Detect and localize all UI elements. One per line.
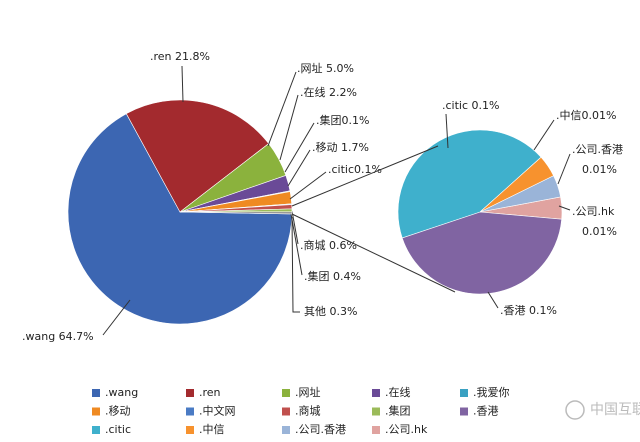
data-label: .ren 21.8%: [150, 50, 210, 63]
legend-label: .ren: [199, 386, 221, 399]
pie-slice: [397, 129, 542, 239]
data-label: .商城 0.6%: [300, 238, 357, 252]
legend-label: .在线: [385, 385, 411, 399]
pie-slice: [401, 211, 563, 295]
data-label: .在线 2.2%: [300, 85, 357, 99]
legend-label: .公司.香港: [295, 423, 346, 436]
legend-swatch: [460, 389, 468, 397]
pie-slice: [479, 175, 561, 213]
data-label: .移动 1.7%: [312, 141, 369, 154]
legend-swatch: [282, 389, 290, 397]
legend-swatch: [186, 426, 194, 434]
data-label: .wang 64.7%: [22, 330, 94, 343]
legend-label: .网址: [295, 385, 321, 399]
data-label: .集团 0.4%: [304, 269, 361, 283]
leader-line: [279, 94, 299, 161]
legend-swatch: [372, 426, 380, 434]
legend: .wang .ren .网址 .在线 .我爱你 .移动 .中文网 .商城 .集团 .香港 .citi…: [92, 385, 510, 436]
main-pie: .wang 64.7% .ren 21.8% .网址 5.0% .在线 2.2% .集团…: [22, 50, 382, 343]
legend-label: .公司.hk: [385, 423, 428, 436]
data-label: .公司.香港: [572, 143, 623, 156]
legend-swatch: [186, 407, 194, 416]
legend-label: .中信: [199, 423, 225, 436]
leader-line: [289, 171, 327, 200]
data-label: .公司.hk: [572, 205, 615, 218]
legend-swatch: [92, 389, 100, 397]
data-label: .citic 0.1%: [442, 99, 499, 112]
leader-line: [291, 210, 299, 245]
leader-line: [557, 153, 571, 185]
legend-label: .香港: [473, 405, 499, 418]
legend-swatch: [372, 389, 380, 397]
legend-label: .citic: [105, 423, 131, 436]
pie-slice: [67, 113, 293, 325]
data-label: 其他 0.3%: [304, 305, 357, 318]
legend-swatch: [282, 407, 290, 416]
legend-label: .我爱你: [473, 386, 510, 399]
data-label: .网址 5.0%: [297, 61, 354, 75]
leader-line: [533, 119, 555, 151]
data-label: .香港 0.1%: [500, 304, 557, 317]
leader-line: [287, 149, 311, 187]
legend-label: .商城: [295, 404, 321, 418]
legend-swatch: [282, 426, 290, 434]
leader-line: [291, 216, 300, 313]
leader-line: [181, 65, 184, 103]
legend-swatch: [186, 389, 194, 397]
connector-line: [291, 213, 456, 293]
leader-line: [284, 122, 315, 173]
legend-label: .wang: [105, 386, 138, 399]
second-pie: .公司.hk 0.01% .香港 0.1% .citic 0.1% .中信0.01% .公…: [397, 99, 623, 317]
legend-swatch: [372, 407, 380, 416]
data-label: .中信0.01%: [556, 109, 616, 122]
pie-slice: [179, 211, 293, 215]
legend-swatch: [92, 407, 100, 416]
leader-line: [267, 71, 297, 147]
legend-label: .中文网: [199, 404, 236, 418]
watermark-logo: [565, 400, 585, 420]
legend-swatch: [92, 426, 100, 434]
legend-swatch: [460, 407, 468, 416]
data-label: .集团0.1%: [316, 113, 369, 127]
data-label: 0.01%: [582, 163, 617, 176]
connector-line: [291, 145, 439, 207]
legend-label: .移动: [105, 405, 131, 418]
legend-label: .集团: [385, 404, 411, 418]
leader-line: [558, 205, 571, 211]
pie-slice: [125, 99, 270, 213]
data-label: 0.01%: [582, 225, 617, 238]
watermark: 中国互联网协会: [590, 402, 640, 418]
leader-line: [445, 113, 449, 149]
leader-line: [102, 299, 131, 336]
leader-line: [290, 213, 303, 276]
leader-line: [487, 291, 499, 309]
data-label: .citic0.1%: [328, 163, 382, 176]
